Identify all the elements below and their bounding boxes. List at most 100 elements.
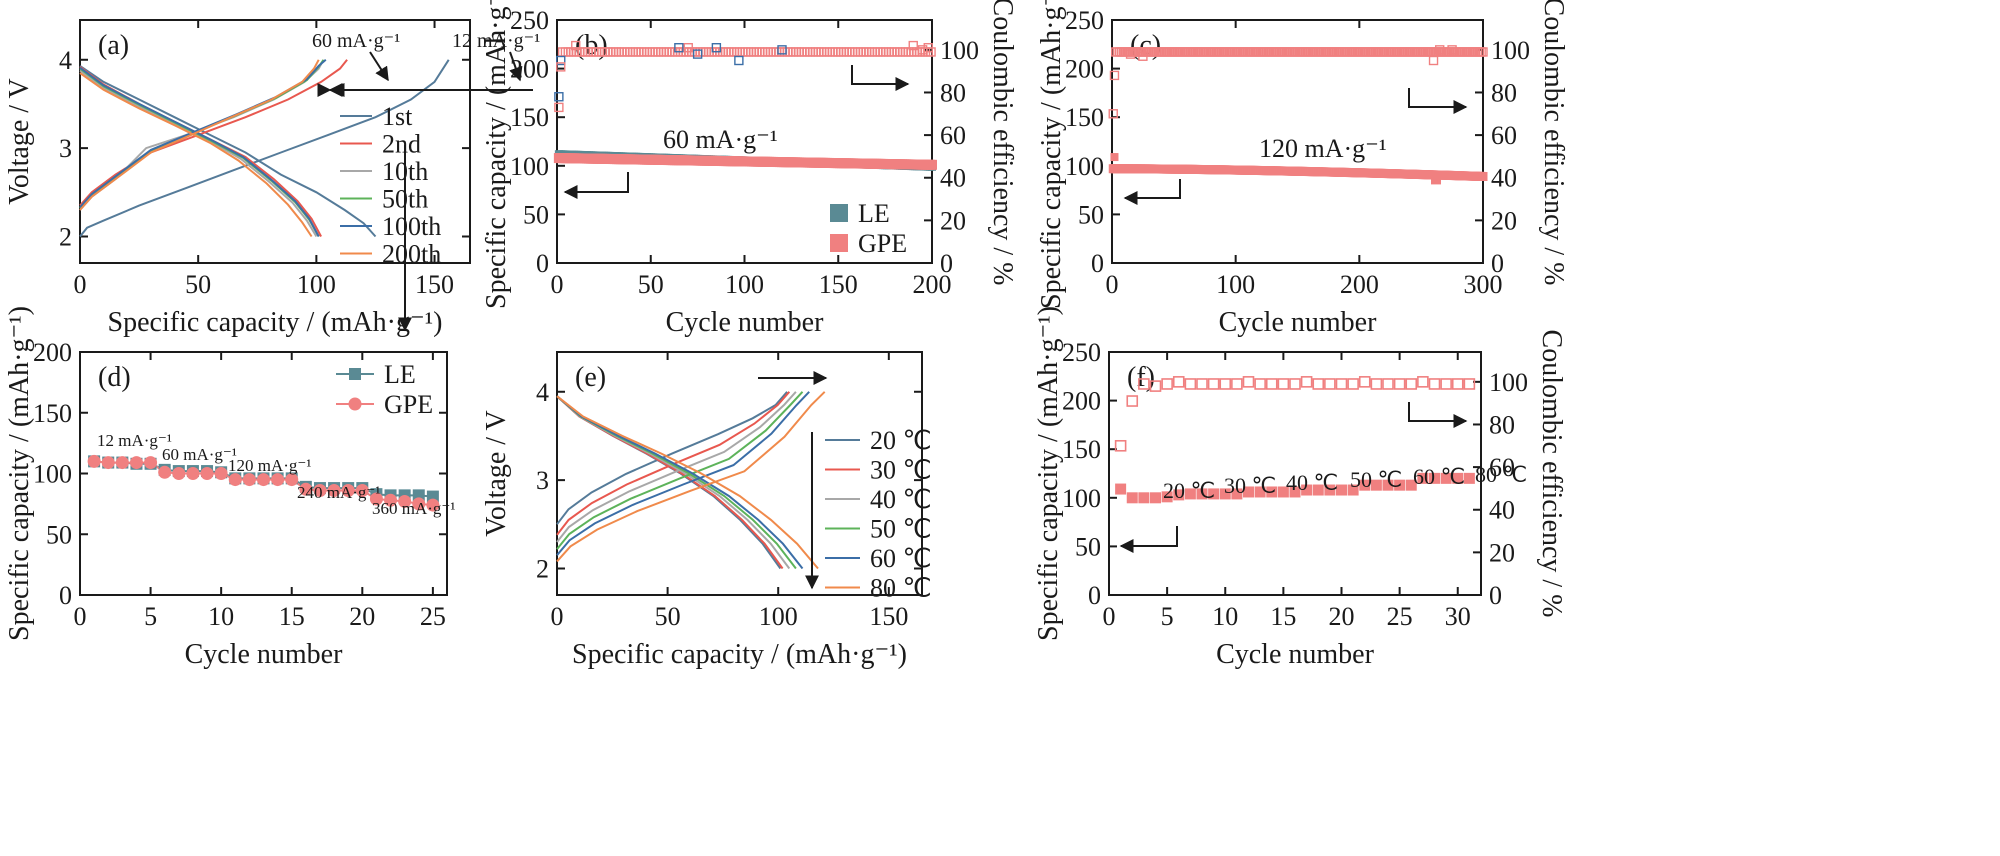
gpe-point: [426, 498, 440, 512]
capacity-point: [1219, 488, 1231, 500]
panel-f: 0 5 10 15 20 25 30 0 50 100 150 200 250 0 20 40 60 80 100 C…: [1033, 306, 1567, 670]
capacity-point: [1277, 486, 1289, 498]
discharge-curve-4: [556, 395, 804, 570]
y2-tick-label: 60: [1489, 453, 1515, 482]
panel-label: (d): [98, 362, 131, 393]
x-tick-label: 25: [1387, 602, 1413, 631]
rate-label: 240 mA·g⁻¹: [297, 483, 380, 502]
capacity-point: [1417, 472, 1429, 484]
x-tick-label: 0: [74, 270, 87, 299]
gpe-capacity-point: [927, 159, 937, 170]
ce-point: [1440, 378, 1452, 390]
x-tick-label: 100: [297, 270, 336, 299]
ce-point: [1312, 378, 1325, 390]
ce-point: [844, 47, 855, 57]
ce-point: [898, 47, 908, 57]
capacity-point: [1382, 479, 1394, 491]
annotation-12: 12 mA·g⁻¹: [452, 30, 540, 52]
ce-point: [1242, 376, 1255, 388]
ce-point: [1254, 378, 1266, 390]
ce-point: [737, 47, 748, 57]
y2-axis-label: Coulombic efficiency / %: [1538, 0, 1569, 285]
ce-point: [619, 47, 630, 57]
ce-point: [1347, 378, 1359, 390]
y2-tick-label: 40: [1491, 164, 1517, 193]
x-tick-label: 30: [1445, 602, 1471, 631]
arrow-ce-axis: [851, 65, 910, 91]
gpe-ce-outlier: [1138, 51, 1148, 61]
legend-swatch-le: [830, 204, 848, 222]
ce-point: [1207, 378, 1220, 390]
capacity-point: [1231, 488, 1243, 500]
ce-point: [625, 47, 635, 57]
capacity-point: [1394, 479, 1406, 491]
y-axis-label: Specific capacity / (mAh·g⁻¹): [4, 306, 35, 641]
panel-a: 0 50 100 150 2 3 4 Specific capacity / (mAh·g⁻¹…: [4, 19, 540, 338]
capacity-point: [1359, 479, 1371, 491]
capacity-point: [1266, 486, 1278, 498]
legend-entry: 30 ℃: [870, 456, 932, 485]
x-tick-label: 150: [869, 602, 908, 631]
capacity-point: [1301, 484, 1313, 496]
ce-point: [850, 47, 860, 57]
x-tick-label: 0: [551, 270, 564, 299]
arrow-ce-axis: [1408, 402, 1468, 428]
ce-point: [645, 47, 655, 57]
ce-point: [1161, 378, 1173, 390]
gpe-point: [144, 456, 158, 470]
y2-tick-label: 40: [940, 164, 966, 193]
y-tick-label: 0: [1091, 249, 1104, 278]
ce-point: [1149, 380, 1162, 392]
ce-point: [799, 47, 810, 57]
capacity-point: [1208, 488, 1220, 500]
y-axis-label: Specific capacity / (mAh·g⁻¹): [1036, 0, 1067, 309]
ce-point: [895, 47, 905, 57]
ce-point: [743, 47, 753, 57]
rate-label: 60 mA·g⁻¹: [663, 125, 778, 154]
gpe-point: [412, 497, 426, 511]
x-tick-label: 300: [1464, 270, 1503, 299]
ce-point: [864, 47, 874, 57]
x-tick-label: 200: [913, 270, 952, 299]
y2-tick-label: 0: [1489, 581, 1502, 610]
ce-point: [791, 47, 801, 57]
gpe-ce-outlier: [1108, 109, 1118, 119]
y2-axis-label: Coulombic efficiency / %: [987, 0, 1018, 285]
gpe-point: [228, 473, 242, 487]
ce-point: [858, 47, 869, 57]
ce-point: [901, 47, 911, 57]
ce-point: [881, 47, 891, 57]
ce-point: [878, 47, 888, 57]
le-ce-outlier: [556, 55, 566, 66]
y2-tick-label: 80: [1489, 410, 1515, 439]
capacity-point: [1440, 472, 1452, 484]
ce-point: [746, 47, 756, 57]
y2-tick-label: 60: [940, 121, 966, 150]
ce-point: [889, 47, 900, 57]
x-tick-label: 50: [185, 270, 211, 299]
ce-point: [1324, 378, 1336, 390]
ce-point: [614, 47, 624, 57]
y-tick-label: 250: [1065, 6, 1104, 35]
ce-point: [853, 47, 863, 57]
ce-point: [653, 47, 663, 57]
y2-tick-label: 100: [940, 36, 979, 65]
ce-point: [729, 47, 739, 57]
y2-tick-label: 40: [1489, 496, 1515, 525]
arrow-60: [369, 51, 389, 82]
ce-point: [771, 47, 782, 57]
capacity-point: [1312, 484, 1324, 496]
charge-curve-3: [556, 391, 804, 550]
y2-tick-label: 20: [1491, 206, 1517, 235]
panel-label: (a): [98, 30, 129, 61]
charge-curve-4: [556, 391, 810, 556]
x-tick-label: 0: [1106, 270, 1119, 299]
gpe-point: [369, 492, 383, 506]
ce-point: [721, 47, 731, 57]
legend-entry: LE: [384, 360, 416, 389]
ce-point: [1126, 395, 1139, 407]
ce-point: [788, 47, 798, 57]
ce-point: [656, 47, 666, 57]
y-tick-label: 0: [1088, 581, 1101, 610]
